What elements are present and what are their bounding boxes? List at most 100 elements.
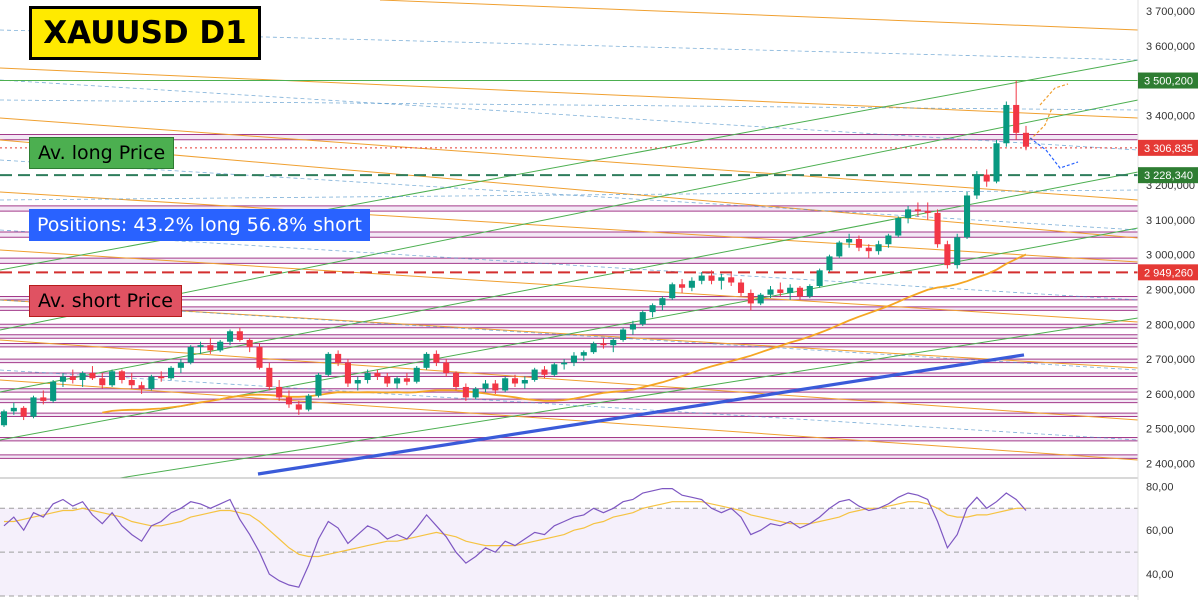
projection-mid	[1029, 107, 1053, 141]
candle-body	[541, 369, 548, 375]
sr-zone	[0, 324, 1138, 328]
candle-body	[934, 212, 941, 245]
candle-body	[197, 345, 204, 347]
candle-body	[256, 346, 263, 368]
candle-body	[679, 284, 686, 288]
sr-zone	[0, 373, 1138, 377]
price-marker-label: 3 500,200	[1144, 76, 1193, 88]
sr-zone	[0, 306, 1138, 311]
candle-body	[482, 383, 489, 389]
candle-body	[20, 407, 27, 417]
candle-body	[59, 376, 67, 382]
support-line	[0, 99, 1139, 331]
candle-body	[629, 324, 636, 330]
candle-body	[954, 237, 961, 266]
resistance-line	[0, 67, 1139, 119]
candle-body	[787, 287, 794, 293]
candle-body	[796, 287, 804, 297]
rsi-tick-label: 80,00	[1146, 481, 1174, 493]
candle-body	[669, 284, 676, 299]
candle-body	[30, 397, 37, 417]
y-tick-label: 3 100,000	[1146, 215, 1195, 227]
candle-body	[914, 209, 921, 212]
candle-body	[963, 195, 971, 238]
rsi-pane	[0, 488, 1138, 597]
candle-body	[462, 386, 469, 398]
candle-body	[600, 343, 607, 346]
y-tick-label: 2 800,000	[1146, 319, 1195, 331]
candle-body	[767, 289, 774, 295]
candle-body	[905, 209, 912, 219]
y-tick-label: 3 700,000	[1146, 6, 1195, 18]
candle-body	[924, 211, 931, 213]
y-tick-label: 2 700,000	[1146, 354, 1195, 366]
candle-body	[374, 373, 381, 377]
candle-body	[472, 388, 479, 398]
support-line	[119, 317, 1139, 479]
average-price-lines	[0, 80, 1138, 274]
avg-long-price-label: Av. long Price	[29, 137, 175, 169]
y-tick-label: 2 500,000	[1146, 424, 1195, 436]
candle-body	[0, 411, 8, 426]
y-tick-label: 3 400,000	[1146, 110, 1195, 122]
candle-body	[757, 294, 764, 304]
candle-body	[89, 373, 96, 379]
candle-body	[855, 239, 862, 248]
sr-zone	[0, 343, 1138, 347]
candle-body	[806, 286, 813, 297]
price-marker-box	[1138, 264, 1198, 281]
y-tick-label: 3 600,000	[1146, 41, 1195, 53]
sr-zone	[0, 437, 1138, 441]
candle-body	[944, 244, 951, 266]
y-tick-label: 3 000,000	[1146, 250, 1195, 262]
candle-body	[718, 277, 725, 281]
candle-body	[777, 289, 784, 293]
candle-body	[394, 378, 401, 384]
candle-body	[983, 174, 990, 182]
candle-body	[236, 331, 243, 340]
candle-body	[109, 371, 116, 386]
rsi-tick-label: 60,00	[1146, 525, 1174, 537]
sr-zone	[0, 205, 1138, 212]
candle-body	[325, 353, 332, 375]
candle-body	[521, 380, 528, 384]
sr-zone	[0, 413, 1138, 417]
sr-zone	[0, 388, 1138, 393]
candle-body	[747, 292, 754, 304]
moving-averages	[102, 253, 1027, 476]
candle-body	[266, 367, 273, 387]
candle-body	[315, 374, 322, 396]
candle-body	[158, 376, 165, 379]
candle-body	[207, 345, 214, 351]
dashed-line	[0, 79, 1139, 151]
candle-body	[551, 364, 558, 375]
ma-blue-line	[257, 353, 1025, 476]
sr-zone	[0, 399, 1138, 403]
candle-body	[1013, 104, 1020, 133]
ma-orange-line	[102, 253, 1027, 414]
candle-body	[973, 174, 980, 196]
candle-body	[698, 275, 705, 281]
candle-body	[728, 277, 735, 283]
candle-body	[118, 371, 125, 380]
candle-body	[403, 378, 410, 382]
dashed-line	[0, 99, 1139, 111]
positions-label: Positions: 43.2% long 56.8% short	[29, 209, 370, 241]
sr-zone	[0, 296, 1138, 300]
projection-arrows	[1029, 83, 1079, 169]
candle-body	[639, 312, 646, 325]
candle-body	[217, 341, 224, 351]
candle-body	[846, 239, 853, 243]
candle-body	[570, 355, 578, 363]
price-markers: 3 500,200 3 306,835 3 228,340 2 949,260	[1138, 72, 1198, 281]
candle-body	[364, 373, 371, 380]
candles-group[interactable]	[0, 80, 1030, 427]
candle-body	[826, 256, 833, 271]
candle-body	[50, 381, 57, 401]
candle-body	[246, 339, 253, 347]
sr-zone	[0, 258, 1138, 264]
candle-body	[895, 218, 902, 236]
candle-body	[1003, 104, 1010, 144]
